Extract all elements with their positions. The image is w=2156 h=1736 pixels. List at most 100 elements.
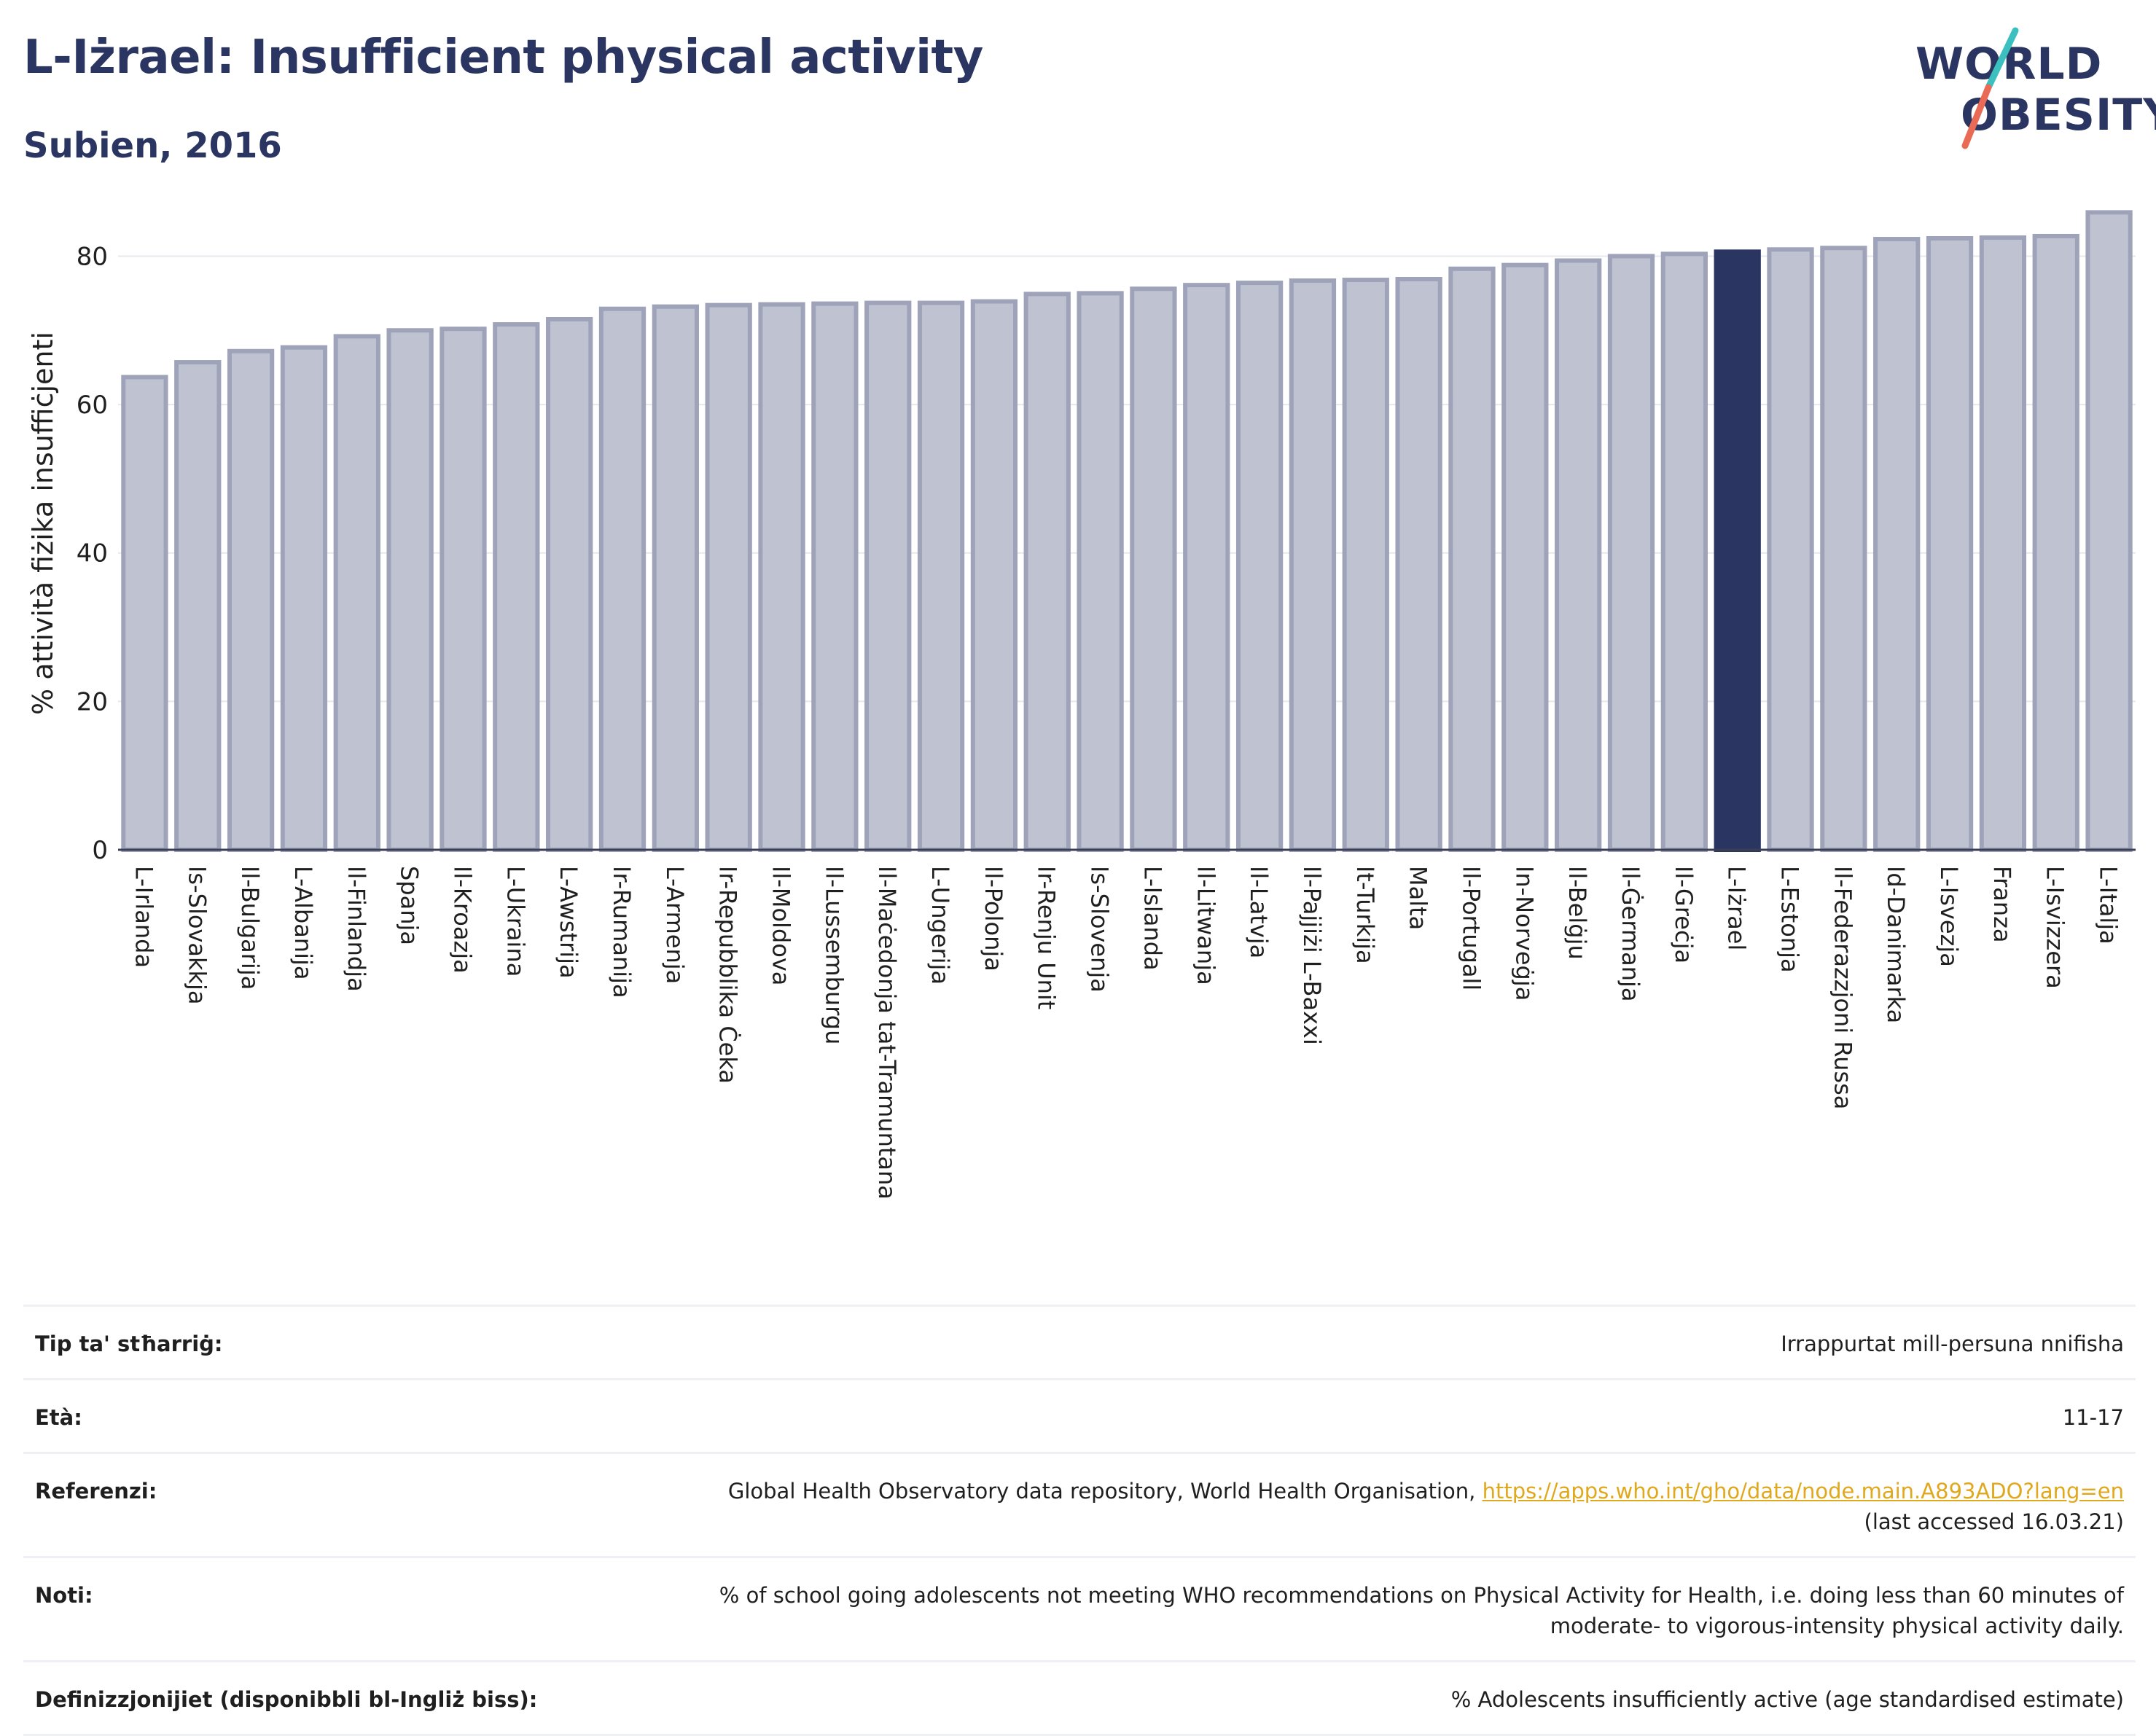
- info-key: Tip ta' stħarriġ:: [35, 1332, 223, 1356]
- bar: [227, 348, 275, 853]
- x-tick-label: Il-Greċja: [1670, 866, 1698, 963]
- bar: [1395, 277, 1442, 852]
- bar: [598, 306, 647, 852]
- bar: [386, 328, 434, 853]
- y-axis-ticks: 0 20 40 60 80: [77, 242, 108, 865]
- x-tick-label: Il-Belġju: [1563, 866, 1591, 960]
- chart-bars: [121, 210, 2133, 853]
- bar: [1714, 249, 1761, 852]
- bar: [333, 334, 380, 853]
- info-key: Noti:: [35, 1583, 93, 1608]
- x-tick-label: L-Ukraina: [501, 866, 529, 977]
- y-tick-label: 80: [77, 242, 108, 271]
- info-table: Tip ta' stħarriġ: Irrappurtat mill-persu…: [23, 1305, 2136, 1736]
- x-tick-label: Il-Pajjiżi L-Baxxi: [1298, 866, 1326, 1045]
- x-tick-label: L-Islanda: [1138, 866, 1166, 971]
- reference-text: Global Health Observatory data repositor…: [727, 1479, 1476, 1504]
- bar: [1820, 246, 1867, 853]
- x-tick-label: Il-Kroazja: [448, 866, 476, 974]
- bar: [811, 301, 859, 853]
- bar: [174, 360, 222, 852]
- logo-slash-icon: [1961, 27, 2019, 149]
- info-row-references: Referenzi: Global Health Observatory dat…: [23, 1454, 2136, 1558]
- bar: [1979, 235, 2027, 852]
- bar: [121, 375, 168, 852]
- x-tick-label: Ir-Renju Unit: [1033, 866, 1061, 1009]
- bar: [864, 300, 912, 853]
- bar: [1183, 283, 1230, 852]
- bar: [493, 322, 540, 852]
- page-title: L-Iżrael: Insufficient physical activity: [23, 31, 983, 85]
- x-tick-label: Ir-Repubblika Ċeka: [714, 866, 742, 1084]
- x-tick-label: L-Italja: [2095, 866, 2122, 945]
- bar: [1342, 278, 1389, 852]
- info-row-notes: Noti: % of school going adolescents not …: [23, 1558, 2136, 1662]
- x-tick-label: L-Albanija: [289, 866, 317, 980]
- info-row-age: Età: 11-17: [23, 1380, 2136, 1454]
- x-tick-label: Il-Latvja: [1245, 866, 1273, 958]
- x-tick-label: L-Iżrael: [1723, 866, 1751, 950]
- logo-word-2: OBESITY: [1961, 90, 2156, 141]
- info-value: Global Health Observatory data repositor…: [728, 1476, 2124, 1537]
- x-tick-label: Franza: [1988, 866, 2016, 943]
- info-row-survey-type: Tip ta' stħarriġ: Irrappurtat mill-persu…: [23, 1307, 2136, 1380]
- reference-link[interactable]: https://apps.who.int/gho/data/node.main.…: [1482, 1479, 2124, 1504]
- bar: [2085, 210, 2133, 852]
- bar: [1023, 292, 1071, 852]
- reference-accessed: (last accessed 16.03.21): [1864, 1509, 2124, 1534]
- info-value: % of school going adolescents not meetin…: [719, 1580, 2124, 1641]
- x-tick-label: Malta: [1405, 866, 1432, 930]
- notes-line-1: % of school going adolescents not meetin…: [719, 1583, 2124, 1608]
- info-key: Definizzjonijiet (disponibbli bl-Ingliż …: [35, 1687, 538, 1712]
- bar: [1660, 251, 1708, 852]
- x-tick-label: Is-Slovenja: [1086, 866, 1114, 993]
- x-tick-label: Is-Slovakkja: [183, 866, 211, 1005]
- x-tick-label: Ir-Rumanija: [608, 866, 636, 998]
- bar: [280, 345, 328, 852]
- x-tick-label: Il-Finlandja: [343, 866, 370, 992]
- info-key: Referenzi:: [35, 1479, 157, 1504]
- notes-line-2: moderate- to vigorous-intensity physical…: [1550, 1614, 2124, 1638]
- bar: [1077, 291, 1124, 852]
- bar: [917, 300, 965, 853]
- bar: [440, 327, 487, 852]
- x-tick-label: Spanja: [396, 866, 423, 945]
- bar-chart: 0 20 40 60 80 L-Irlanda Is-Slovakkja Il-Bulgar…: [27, 210, 2136, 1200]
- x-tick-label: L-Estonja: [1776, 866, 1804, 973]
- bar: [705, 302, 752, 852]
- bar: [1235, 281, 1284, 853]
- bar: [1289, 278, 1337, 852]
- x-tick-label: Il-Bulgarija: [236, 866, 264, 990]
- x-tick-label: L-Isvezja: [1935, 866, 1963, 967]
- y-tick-label: 40: [77, 539, 108, 568]
- y-tick-label: 60: [77, 391, 108, 420]
- info-key: Età:: [35, 1405, 82, 1430]
- bar: [970, 299, 1018, 852]
- bar: [546, 317, 593, 852]
- x-tick-label: Il-Maċedonja tat-Tramuntana: [873, 866, 901, 1200]
- bar: [1555, 258, 1602, 852]
- x-tick-label: Il-Portugall: [1457, 866, 1485, 990]
- world-obesity-logo: WORLD OBESITY: [1895, 22, 2156, 153]
- bar: [1873, 237, 1921, 852]
- bar: [1926, 236, 1974, 852]
- x-tick-label: It-Turkija: [1351, 866, 1379, 964]
- x-tick-label: Il-Ġermanja: [1617, 866, 1644, 1002]
- y-tick-label: 0: [92, 836, 108, 865]
- x-tick-label: Il-Lussemburgu: [820, 866, 848, 1044]
- y-axis-label: % attività fiżika insuffiċjenti: [27, 332, 59, 715]
- bar: [758, 302, 805, 852]
- x-tick-label: L-Irlanda: [130, 866, 157, 968]
- x-tick-label: L-Isvizzera: [2042, 866, 2069, 989]
- x-tick-label: Il-Federazzjoni Russa: [1829, 866, 1856, 1109]
- x-axis-labels: L-Irlanda Is-Slovakkja Il-Bulgarija L-Alban…: [130, 866, 2122, 1200]
- bar: [1448, 266, 1496, 853]
- info-row-definitions: Definizzjonijiet (disponibbli bl-Ingliż …: [23, 1662, 2136, 1736]
- bar: [2032, 233, 2079, 852]
- x-tick-label: Il-Litwanja: [1192, 866, 1219, 985]
- y-tick-label: 20: [77, 687, 108, 716]
- x-tick-label: Il-Polonja: [980, 866, 1007, 971]
- x-tick-label: L-Ungerija: [926, 866, 954, 985]
- x-tick-label: Id-Danimarka: [1882, 866, 1910, 1023]
- info-value: % Adolescents insufficiently active (age…: [1450, 1687, 2124, 1712]
